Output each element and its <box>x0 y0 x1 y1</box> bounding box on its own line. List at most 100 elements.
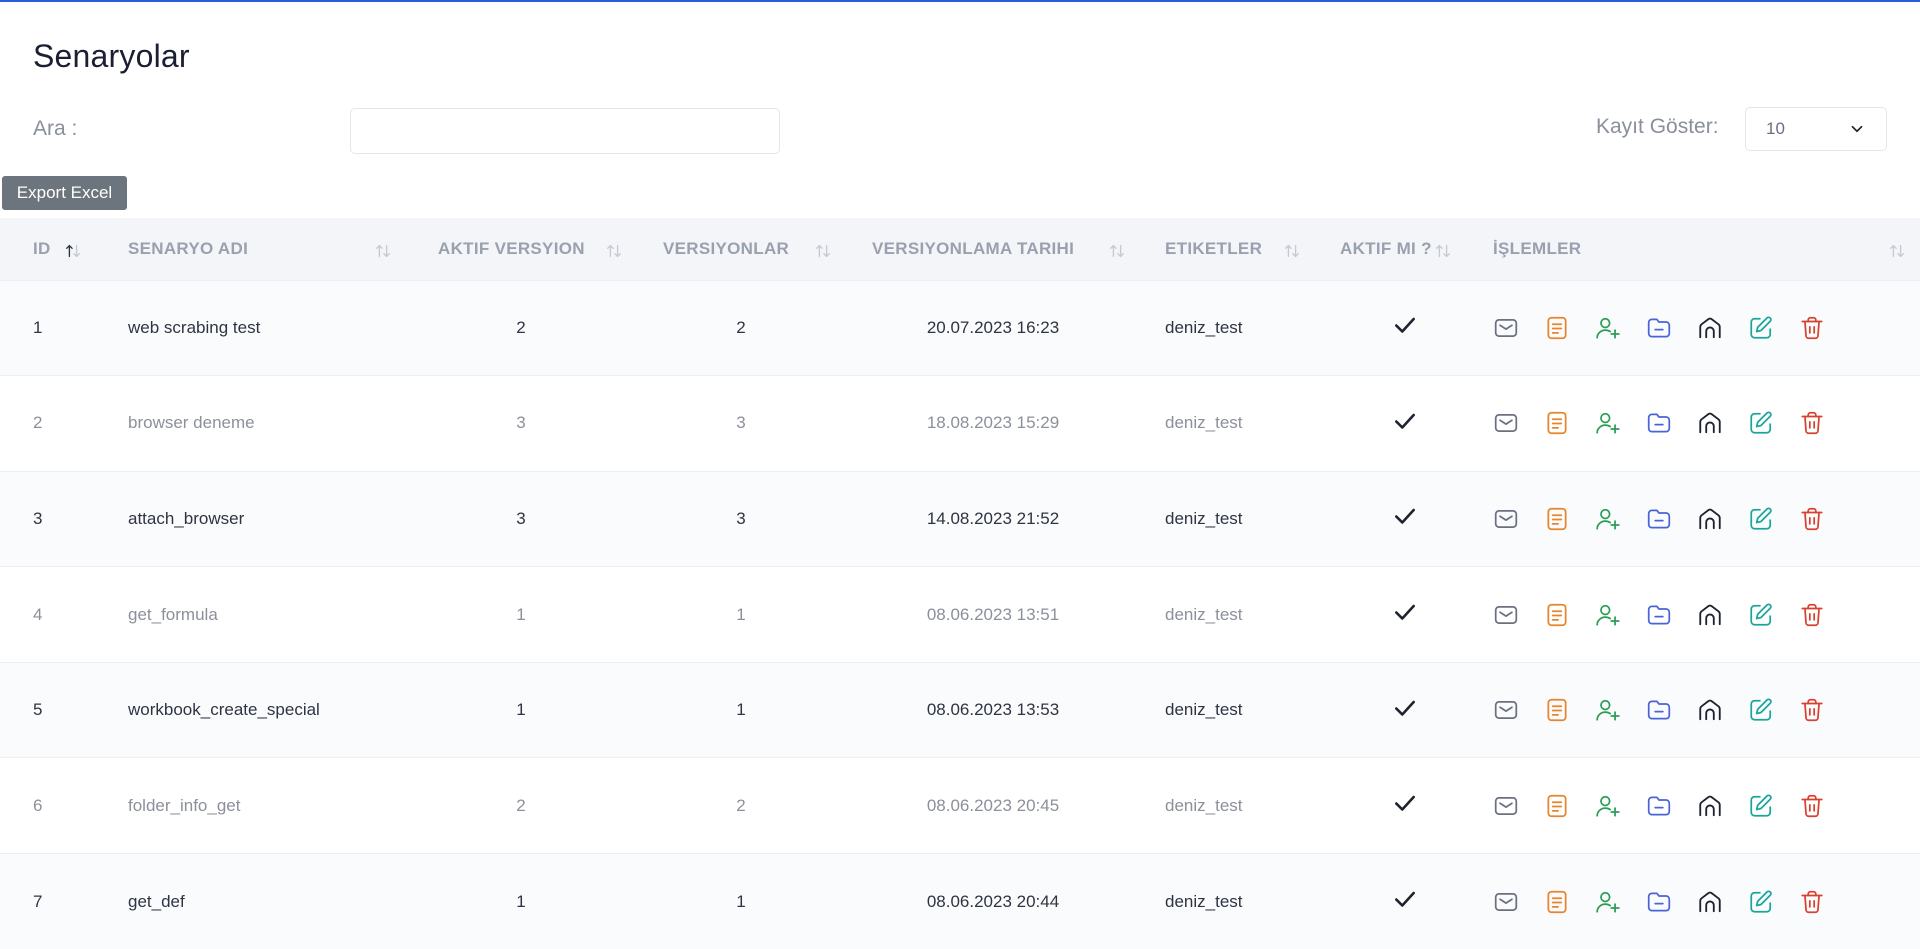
header-is-active[interactable]: AKTIF MI ? <box>1317 218 1482 280</box>
header-tags[interactable]: ETIKETLER <box>1141 218 1317 280</box>
cell-id: 7 <box>33 891 43 911</box>
trash-icon[interactable] <box>1799 410 1825 436</box>
document-icon[interactable] <box>1544 315 1570 341</box>
edit-icon[interactable] <box>1748 697 1774 723</box>
document-icon[interactable] <box>1544 697 1570 723</box>
cell-actions <box>1482 567 1920 663</box>
document-icon[interactable] <box>1544 506 1570 532</box>
document-icon[interactable] <box>1544 889 1570 915</box>
edit-icon[interactable] <box>1748 315 1774 341</box>
home-icon[interactable] <box>1697 889 1723 915</box>
sort-asc-icon <box>66 244 80 258</box>
folder-minus-icon[interactable] <box>1646 602 1672 628</box>
sort-icon <box>816 244 830 258</box>
table-row: 1 web scrabing test 2 2 20.07.2023 16:23… <box>0 280 1920 376</box>
cell-is-active <box>1317 280 1482 376</box>
home-icon[interactable] <box>1697 793 1723 819</box>
header-scenario-name[interactable]: SENARYO ADI <box>95 218 405 280</box>
cell-versions: 1 <box>736 604 746 624</box>
page-title: Senaryolar <box>33 38 190 74</box>
folder-minus-icon[interactable] <box>1646 315 1672 341</box>
cell-active-version: 1 <box>516 604 526 624</box>
home-icon[interactable] <box>1697 506 1723 532</box>
user-add-icon[interactable] <box>1595 506 1621 532</box>
header-actions[interactable]: İŞLEMLER <box>1482 218 1920 280</box>
mail-icon[interactable] <box>1493 410 1519 436</box>
user-add-icon[interactable] <box>1595 602 1621 628</box>
table-row: 5 workbook_create_special 1 1 08.06.2023… <box>0 662 1920 758</box>
edit-icon[interactable] <box>1748 602 1774 628</box>
cell-is-active <box>1317 854 1482 949</box>
cell-versions: 1 <box>736 700 746 720</box>
cell-actions <box>1482 854 1920 949</box>
cell-scenario-name: folder_info_get <box>128 795 241 815</box>
cell-is-active <box>1317 471 1482 567</box>
header-versioning-date[interactable]: VERSIYONLAMA TARIHI <box>845 218 1141 280</box>
header-versions[interactable]: VERSIYONLAR <box>637 218 845 280</box>
cell-tags: deniz_test <box>1165 700 1243 720</box>
trash-icon[interactable] <box>1799 793 1825 819</box>
cell-is-active <box>1317 376 1482 472</box>
edit-icon[interactable] <box>1748 889 1774 915</box>
records-label: Kayıt Göster: <box>1596 115 1719 138</box>
mail-icon[interactable] <box>1493 889 1519 915</box>
cell-versions: 1 <box>736 891 746 911</box>
cell-actions <box>1482 471 1920 567</box>
table-row: 2 browser deneme 3 3 18.08.2023 15:29 de… <box>0 375 1920 472</box>
cell-versioning-date: 08.06.2023 20:44 <box>926 891 1060 911</box>
mail-icon[interactable] <box>1493 506 1519 532</box>
folder-minus-icon[interactable] <box>1646 697 1672 723</box>
document-icon[interactable] <box>1544 602 1570 628</box>
home-icon[interactable] <box>1697 315 1723 341</box>
folder-minus-icon[interactable] <box>1646 889 1672 915</box>
export-excel-button[interactable]: Export Excel <box>2 176 127 210</box>
sort-icon <box>376 244 390 258</box>
checkmark-icon <box>1394 413 1415 429</box>
table-row: 6 folder_info_get 2 2 08.06.2023 20:45 d… <box>0 757 1920 854</box>
header-id[interactable]: ID <box>0 218 95 280</box>
cell-tags: deniz_test <box>1165 508 1243 528</box>
records-selected-value: 10 <box>1766 119 1785 138</box>
user-add-icon[interactable] <box>1595 793 1621 819</box>
cell-scenario-name: get_formula <box>128 604 218 624</box>
document-icon[interactable] <box>1544 410 1570 436</box>
edit-icon[interactable] <box>1748 506 1774 532</box>
checkmark-icon <box>1394 891 1415 907</box>
user-add-icon[interactable] <box>1595 889 1621 915</box>
folder-minus-icon[interactable] <box>1646 410 1672 436</box>
user-add-icon[interactable] <box>1595 410 1621 436</box>
trash-icon[interactable] <box>1799 889 1825 915</box>
cell-tags: deniz_test <box>1165 891 1243 911</box>
home-icon[interactable] <box>1697 697 1723 723</box>
mail-icon[interactable] <box>1493 793 1519 819</box>
search-input[interactable] <box>350 108 780 154</box>
mail-icon[interactable] <box>1493 697 1519 723</box>
records-per-page-select[interactable]: 10 <box>1745 107 1887 151</box>
header-active-version[interactable]: AKTIF VERSYION <box>405 218 637 280</box>
home-icon[interactable] <box>1697 602 1723 628</box>
trash-icon[interactable] <box>1799 697 1825 723</box>
cell-versions: 3 <box>736 508 746 528</box>
folder-minus-icon[interactable] <box>1646 793 1672 819</box>
document-icon[interactable] <box>1544 793 1570 819</box>
cell-id: 3 <box>33 508 43 528</box>
chevron-down-icon <box>1851 125 1863 133</box>
user-add-icon[interactable] <box>1595 697 1621 723</box>
trash-icon[interactable] <box>1799 602 1825 628</box>
mail-icon[interactable] <box>1493 602 1519 628</box>
cell-id: 4 <box>33 604 43 624</box>
sort-icon <box>1890 244 1904 258</box>
home-icon[interactable] <box>1697 410 1723 436</box>
checkmark-icon <box>1394 796 1415 812</box>
cell-versions: 2 <box>736 795 746 815</box>
trash-icon[interactable] <box>1799 315 1825 341</box>
sort-icon <box>1285 244 1299 258</box>
trash-icon[interactable] <box>1799 506 1825 532</box>
folder-minus-icon[interactable] <box>1646 506 1672 532</box>
edit-icon[interactable] <box>1748 793 1774 819</box>
edit-icon[interactable] <box>1748 410 1774 436</box>
mail-icon[interactable] <box>1493 315 1519 341</box>
cell-versioning-date: 14.08.2023 21:52 <box>926 508 1060 528</box>
cell-scenario-name: browser deneme <box>128 413 255 433</box>
user-add-icon[interactable] <box>1595 315 1621 341</box>
